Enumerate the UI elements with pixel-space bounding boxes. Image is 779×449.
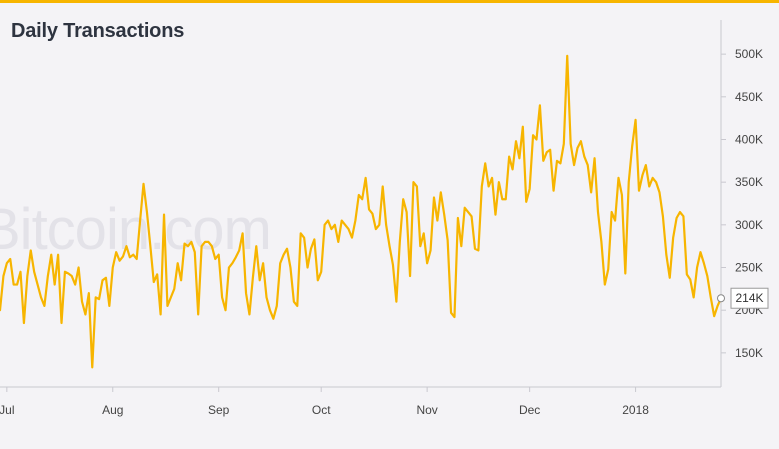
y-tick-label: 300K: [735, 218, 763, 232]
watermark-logo: Bitcoin.com: [0, 197, 272, 262]
y-tick-label: 450K: [735, 90, 763, 104]
y-tick-label: 150K: [735, 346, 763, 360]
y-tick-label: 250K: [735, 261, 763, 275]
x-tick-label: Aug: [102, 403, 123, 417]
daily-transactions-series-line[interactable]: [0, 54, 723, 369]
x-tick-label: Nov: [416, 403, 437, 417]
y-tick-label: 500K: [735, 47, 763, 61]
x-tick-label: 2018: [622, 403, 649, 417]
x-tick-label: Jul: [0, 403, 15, 417]
x-tick-label: Dec: [519, 403, 540, 417]
current-value-dot: [717, 294, 725, 303]
y-tick-label: 350K: [735, 175, 763, 189]
chart-title: Daily Transactions: [11, 20, 185, 42]
current-value-label: 214K: [735, 291, 763, 305]
x-axis-ticks: Jul Aug Sep Oct Nov Dec 2018: [0, 387, 649, 417]
current-value-marker: 214K: [717, 287, 769, 309]
accent-top-bar: [0, 0, 779, 3]
current-value-label-box: [730, 287, 769, 309]
x-tick-label: Oct: [312, 403, 331, 417]
x-tick-label: Sep: [208, 403, 230, 417]
y-tick-label: 400K: [735, 132, 763, 146]
